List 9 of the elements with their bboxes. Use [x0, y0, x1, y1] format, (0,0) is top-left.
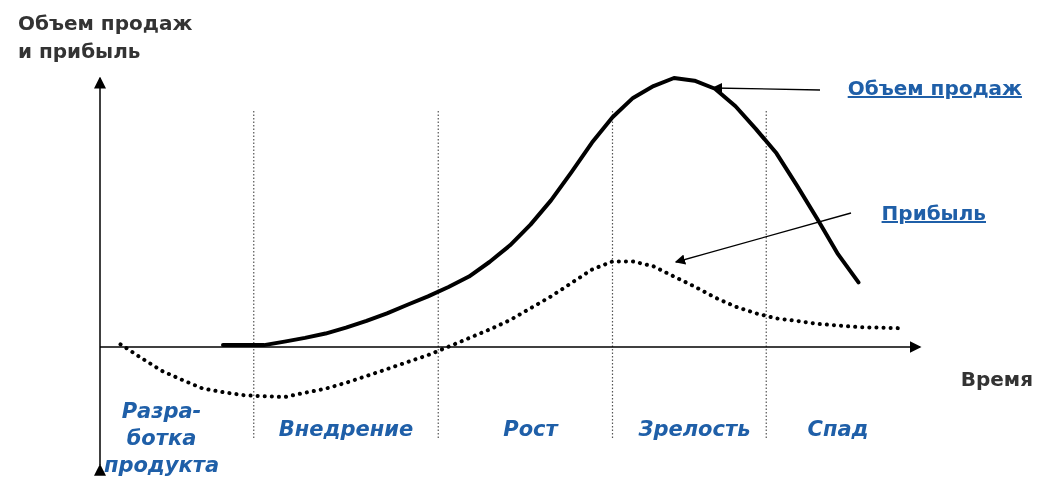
text: Прибыль — [881, 201, 986, 225]
x-tick-label: Спад — [807, 417, 869, 441]
x-axis-title: Время — [960, 367, 1033, 391]
x-tick-label: Рост — [503, 417, 560, 441]
x-tick-label: Зрелость — [637, 417, 751, 441]
text: Объем продаж — [847, 76, 1023, 100]
x-tick-label: Разра- ботка продукта — [103, 399, 220, 477]
y-axis-title: Объем продаж и прибыль — [18, 11, 193, 63]
x-tick-label: Внедрение — [278, 417, 414, 441]
